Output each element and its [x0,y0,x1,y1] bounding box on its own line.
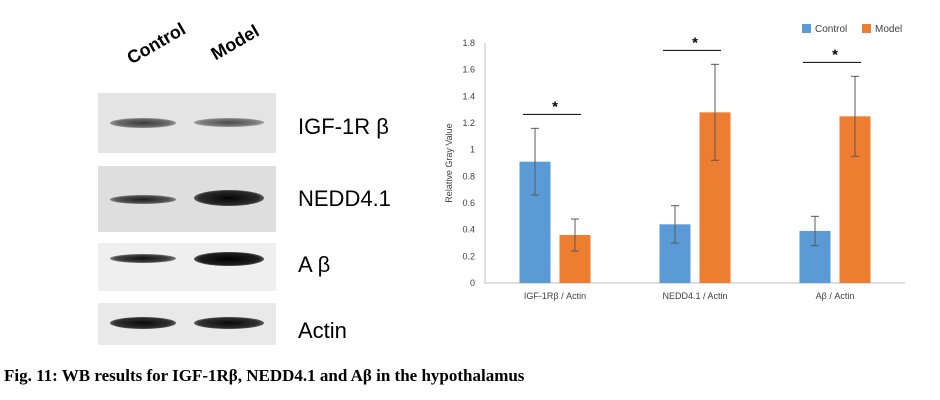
x-tick-label: NEDD4.1 / Actin [662,291,727,301]
protein-label-abeta: A β [298,252,331,277]
y-tick-label: 0 [470,278,475,288]
lane-label-control: Control [123,18,189,69]
y-tick-label: 0.8 [462,171,475,181]
bar-chart-svg: 0 0.2 0.4 0.6 0.8 1 1.2 1.4 1.6 1.8 Relative Gray … [444,24,905,301]
protein-label-actin: Actin [298,318,347,343]
y-tick-label: 0.4 [462,225,475,235]
legend-swatch-control [802,24,811,33]
protein-label-igf1r: IGF-1R β [298,114,389,139]
legend-label-model: Model [875,24,902,35]
band-igf1r-model [194,118,264,127]
band-abeta-model [194,252,264,266]
significance-star: * [552,98,558,115]
western-blot-panel: Control Model IGF-1R β NEDD4.1 A β Actin [0,0,420,360]
significance-star: * [832,46,838,63]
y-axis-title: Relative Gray Value [444,123,454,202]
y-tick-label: 0.2 [462,251,475,261]
y-tick-label: 1.4 [462,91,475,101]
blot-strip-nedd41 [98,166,276,232]
y-tick-label: 1.2 [462,118,475,128]
blot-strip-actin [98,303,276,345]
lane-label-model: Model [207,20,263,65]
protein-label-nedd41: NEDD4.1 [298,186,391,211]
y-tick-label: 1.6 [462,65,475,75]
y-tick-label: 0.6 [462,198,475,208]
band-igf1r-control [110,118,176,128]
x-tick-label: IGF-1Rβ / Actin [524,291,586,301]
blot-strip-abeta [98,243,276,291]
blot-strip-igf1r [98,93,276,153]
figure-caption: Fig. 11: WB results for IGF-1Rβ, NEDD4.1… [4,366,525,385]
band-nedd41-control [110,195,176,204]
legend-swatch-model [862,24,871,33]
legend-label-control: Control [815,24,847,35]
band-actin-model [194,317,264,329]
band-actin-control [110,317,176,329]
bar-chart: 0 0.2 0.4 0.6 0.8 1 1.2 1.4 1.6 1.8 Relative Gray … [430,15,940,315]
band-abeta-control [110,254,176,263]
significance-star: * [692,34,698,51]
y-tick-label: 1.8 [462,38,475,48]
band-nedd41-model [194,190,264,206]
y-tick-label: 1 [470,145,475,155]
x-tick-label: Aβ / Actin [816,291,855,301]
